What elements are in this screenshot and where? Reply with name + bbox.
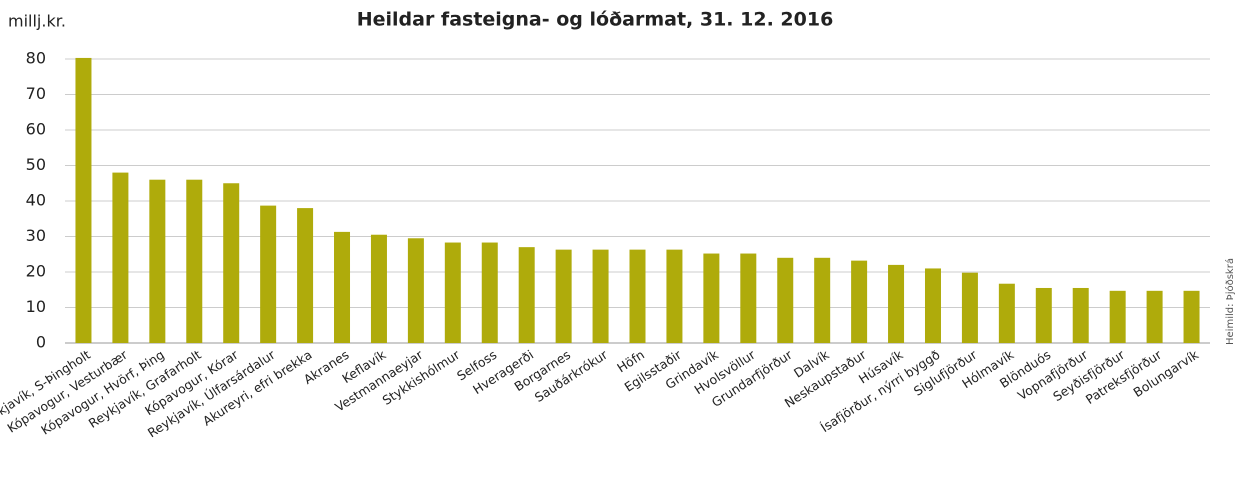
bar (666, 249, 683, 343)
y-tick-label: 70 (26, 84, 46, 103)
y-tick-label: 20 (26, 262, 46, 281)
bar (703, 253, 720, 343)
y-tick-label: 60 (26, 120, 46, 139)
bar (1146, 290, 1163, 343)
bar (370, 234, 387, 343)
bar (407, 238, 424, 343)
bar (112, 172, 129, 343)
bar (186, 179, 203, 343)
bar (777, 257, 794, 343)
bar (1183, 290, 1200, 343)
y-tick-label: 40 (26, 191, 46, 210)
bar (851, 260, 868, 343)
y-tick-label: 80 (26, 49, 46, 68)
bar (998, 283, 1015, 343)
bar (1109, 290, 1126, 343)
bar (740, 253, 757, 343)
bar (518, 247, 535, 343)
bar (1072, 287, 1089, 343)
bar (555, 249, 572, 343)
bar (444, 242, 461, 343)
y-tick-label: 10 (26, 297, 46, 316)
bar (223, 183, 240, 343)
bar (1035, 287, 1052, 343)
bar (149, 179, 166, 343)
chart-title: Heildar fasteigna- og lóðarmat, 31. 12. … (357, 9, 834, 31)
bar (592, 249, 609, 343)
bar (75, 57, 92, 344)
bar (888, 264, 905, 343)
y-tick-label: 30 (26, 226, 46, 245)
y-tick-label: 0 (36, 333, 46, 352)
bar (961, 272, 978, 343)
bar (814, 257, 831, 343)
bar (924, 268, 941, 343)
bar (260, 205, 277, 343)
bar (297, 208, 314, 343)
source: Heimild: Þjóðskrá (1224, 258, 1236, 345)
bar (481, 242, 498, 343)
y-axis-label: millj.kr. (8, 12, 66, 31)
bar (334, 231, 351, 343)
y-tick-label: 50 (26, 155, 46, 174)
bar (629, 249, 646, 343)
